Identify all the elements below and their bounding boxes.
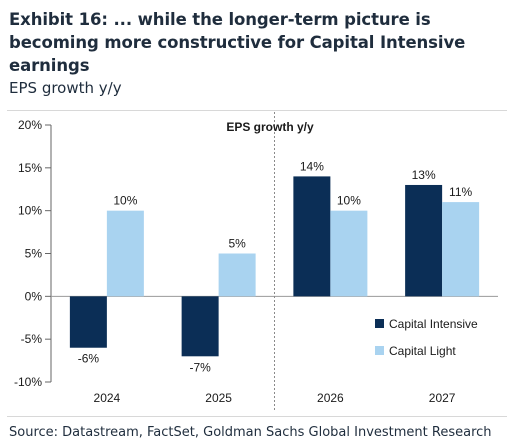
y-tick-label: 5% [25, 247, 43, 261]
y-tick-label: 0% [25, 289, 43, 303]
eps-growth-bar-chart: 20% 15% 10% 5% 0% -5% -10% EPS growth y/y -6% 10%… [14, 112, 498, 410]
legend-swatch-capital-light [375, 346, 384, 355]
legend-label: Capital Intensive [389, 317, 478, 331]
chart-frame [7, 110, 507, 417]
bar-capital-intensive-2027 [405, 184, 443, 297]
bar-capital-intensive-2024 [69, 296, 107, 348]
bar-capital-light-2027 [442, 202, 480, 297]
bar-capital-light-2026 [330, 210, 368, 297]
exhibit-title: Exhibit 16: ... while the longer-term pi… [9, 10, 466, 75]
x-tick-label: 2026 [317, 391, 344, 405]
source-note: Source: Datastream, FactSet, Goldman Sac… [9, 425, 492, 440]
y-tick-label: 15% [18, 161, 42, 175]
bar-capital-light-2025 [218, 253, 256, 297]
data-label: 5% [228, 237, 246, 251]
legend-label: Capital Light [389, 344, 456, 358]
data-label: 10% [113, 194, 137, 208]
chart-inner-title: EPS growth y/y [226, 120, 314, 134]
bar-capital-light-2024 [106, 210, 144, 297]
x-tick-label: 2025 [205, 391, 232, 405]
data-label: 10% [337, 194, 361, 208]
x-tick-label: 2027 [429, 391, 456, 405]
chart-heading: Exhibit 16: ... while the longer-term pi… [9, 8, 514, 98]
data-label: 13% [412, 168, 436, 182]
exhibit-subtitle: EPS growth y/y [9, 79, 122, 97]
legend-swatch-capital-intensive [375, 319, 384, 328]
y-tick-label: 10% [18, 204, 42, 218]
data-label: 14% [300, 159, 324, 173]
data-label: -7% [189, 360, 211, 374]
chart-area: 20% 15% 10% 5% 0% -5% -10% EPS growth y/y -6% 10%… [0, 110, 522, 415]
data-label: 11% [449, 185, 472, 199]
y-tick-label: 20% [18, 118, 42, 132]
y-tick-label: -10% [14, 375, 42, 389]
x-tick-label: 2024 [94, 391, 121, 405]
bar-capital-intensive-2025 [181, 296, 219, 357]
data-label: -6% [78, 352, 100, 366]
y-tick-label: -5% [21, 332, 43, 346]
bar-capital-intensive-2026 [293, 176, 331, 297]
